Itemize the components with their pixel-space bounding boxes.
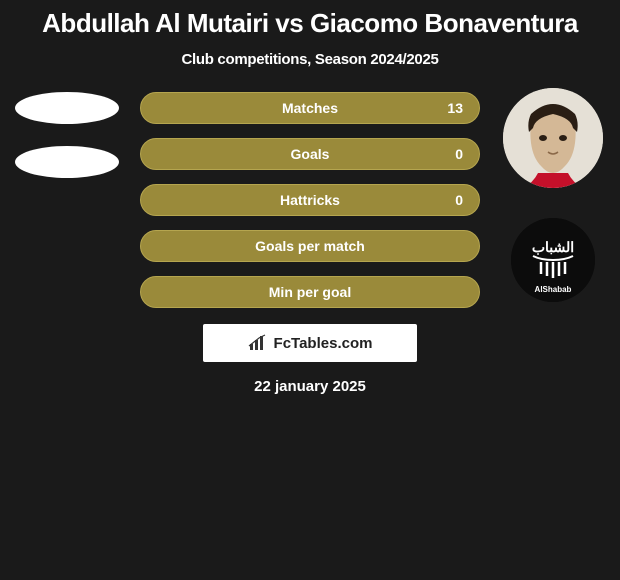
footer: FcTables.com 22 january 2025 bbox=[10, 324, 610, 395]
player1-club-placeholder bbox=[15, 146, 119, 178]
player2-column: الشباب AlShabab bbox=[498, 88, 608, 302]
player2-photo bbox=[503, 88, 603, 188]
player2-club-logo: الشباب AlShabab bbox=[511, 218, 595, 302]
page-title: Abdullah Al Mutairi vs Giacomo Bonaventu… bbox=[10, 0, 610, 43]
stat-label: Hattricks bbox=[280, 192, 340, 208]
alshabab-logo-icon: الشباب AlShabab bbox=[511, 218, 595, 302]
comparison-row: Matches 13 Goals 0 Hattricks 0 Goals per… bbox=[10, 88, 610, 308]
stat-value: 0 bbox=[455, 146, 463, 162]
stats-column: Matches 13 Goals 0 Hattricks 0 Goals per… bbox=[140, 88, 480, 308]
subtitle: Club competitions, Season 2024/2025 bbox=[10, 43, 610, 88]
stat-bar-goals: Goals 0 bbox=[140, 138, 480, 170]
stat-value: 13 bbox=[447, 100, 463, 116]
stat-label: Goals per match bbox=[255, 238, 365, 254]
player1-photo-placeholder bbox=[15, 92, 119, 124]
site-badge[interactable]: FcTables.com bbox=[203, 324, 417, 362]
stat-bar-hattricks: Hattricks 0 bbox=[140, 184, 480, 216]
stat-bar-goals-per-match: Goals per match bbox=[140, 230, 480, 262]
stat-label: Min per goal bbox=[269, 284, 351, 300]
player2-face-icon bbox=[503, 88, 603, 188]
stat-label: Goals bbox=[291, 146, 330, 162]
stat-bar-matches: Matches 13 bbox=[140, 92, 480, 124]
svg-text:الشباب: الشباب bbox=[532, 239, 574, 255]
stat-label: Matches bbox=[282, 100, 338, 116]
stat-bar-min-per-goal: Min per goal bbox=[140, 276, 480, 308]
player1-column bbox=[12, 88, 122, 200]
fctables-chart-icon bbox=[248, 334, 270, 352]
site-label: FcTables.com bbox=[274, 335, 373, 352]
stat-value: 0 bbox=[455, 192, 463, 208]
svg-text:AlShabab: AlShabab bbox=[535, 285, 572, 294]
date-label: 22 january 2025 bbox=[254, 378, 366, 395]
